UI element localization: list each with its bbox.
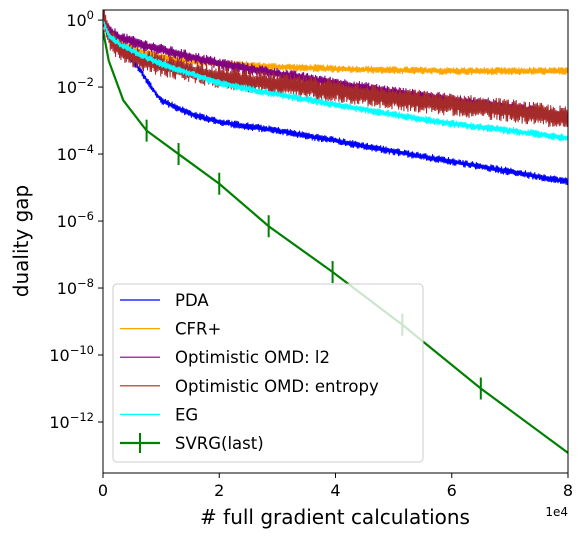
series-line-pda — [103, 14, 568, 186]
x-axis: 0 2 4 6 8 — [98, 473, 573, 500]
y-axis: 100 10−2 10−4 10−6 10−8 10−10 10−12 — [49, 8, 103, 432]
series-layer — [103, 10, 568, 454]
y-tick-label: 10−8 — [57, 276, 94, 298]
y-tick-label: 100 — [66, 8, 94, 30]
x-axis-offset-label: 1e4 — [545, 505, 568, 519]
legend-label-cfr: CFR+ — [175, 320, 221, 339]
legend-box — [112, 283, 424, 463]
legend-label-optimistic-omd-entropy: Optimistic OMD: entropy — [175, 377, 379, 396]
legend-label-eg: EG — [175, 405, 198, 424]
y-axis-label: duality gap — [9, 185, 33, 297]
legend-label-svrg-last: SVRG(last) — [175, 434, 264, 453]
y-tick-label: 10−10 — [49, 343, 94, 365]
y-tick-label: 10−6 — [57, 209, 94, 231]
legend-label-optimistic-omd-l2: Optimistic OMD: l2 — [175, 348, 330, 367]
y-tick-label: 10−12 — [49, 410, 94, 432]
y-tick-label: 10−2 — [57, 75, 94, 97]
x-tick-label: 4 — [330, 481, 340, 500]
y-tick-label: 10−4 — [57, 142, 94, 164]
x-tick-label: 2 — [214, 481, 224, 500]
x-tick-label: 8 — [563, 481, 573, 500]
series-line-eg — [103, 17, 568, 142]
x-tick-label: 0 — [98, 481, 108, 500]
x-axis-label: # full gradient calculations — [200, 505, 470, 529]
legend-label-pda: PDA — [175, 291, 209, 310]
x-tick-label: 6 — [447, 481, 457, 500]
legend: PDA CFR+ Optimistic OMD: l2 Optimistic OMD:… — [112, 283, 424, 463]
